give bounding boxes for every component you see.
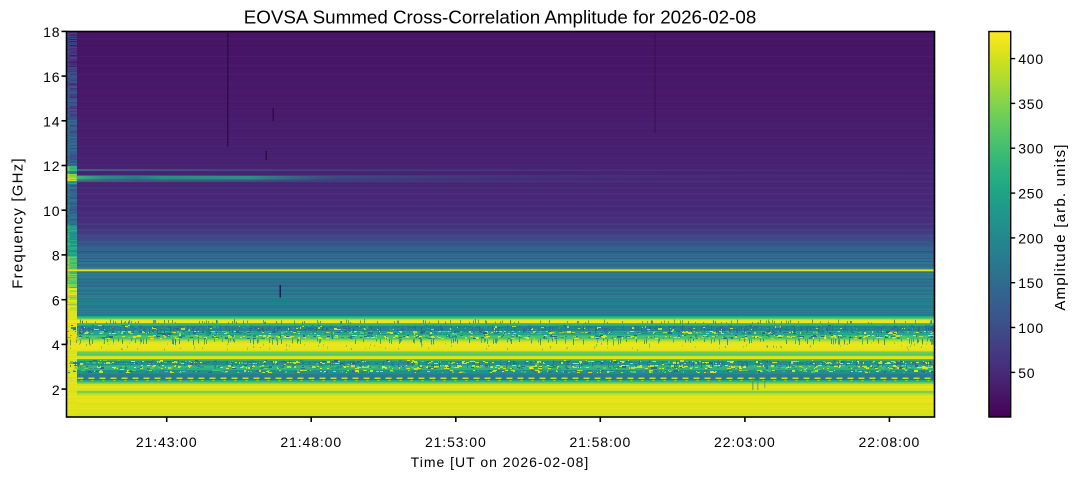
svg-text:21:58:00: 21:58:00 — [569, 434, 631, 450]
svg-text:50: 50 — [1018, 365, 1035, 381]
svg-text:12: 12 — [43, 158, 60, 174]
svg-text:200: 200 — [1018, 230, 1044, 246]
svg-text:21:53:00: 21:53:00 — [425, 434, 487, 450]
svg-text:150: 150 — [1018, 275, 1044, 291]
svg-text:100: 100 — [1018, 320, 1044, 336]
svg-text:22:03:00: 22:03:00 — [714, 434, 776, 450]
svg-text:Frequency [GHz]: Frequency [GHz] — [10, 157, 27, 288]
svg-text:400: 400 — [1018, 51, 1044, 67]
svg-text:8: 8 — [52, 248, 61, 264]
svg-text:10: 10 — [43, 203, 60, 219]
svg-text:300: 300 — [1018, 141, 1044, 157]
svg-text:21:43:00: 21:43:00 — [136, 434, 198, 450]
svg-text:2: 2 — [52, 382, 61, 398]
svg-text:4: 4 — [52, 337, 61, 353]
svg-text:16: 16 — [43, 69, 60, 85]
svg-text:22:08:00: 22:08:00 — [859, 434, 921, 450]
svg-text:350: 350 — [1018, 96, 1044, 112]
svg-text:18: 18 — [43, 24, 60, 40]
svg-text:Time [UT on 2026-02-08]: Time [UT on 2026-02-08] — [411, 454, 590, 470]
svg-text:EOVSA Summed Cross-Correlation: EOVSA Summed Cross-Correlation Amplitude… — [244, 6, 757, 27]
svg-text:Amplitude [arb. units]: Amplitude [arb. units] — [1052, 143, 1069, 310]
svg-text:6: 6 — [52, 292, 61, 308]
svg-text:14: 14 — [43, 114, 60, 130]
svg-text:250: 250 — [1018, 186, 1044, 202]
svg-text:21:48:00: 21:48:00 — [280, 434, 342, 450]
